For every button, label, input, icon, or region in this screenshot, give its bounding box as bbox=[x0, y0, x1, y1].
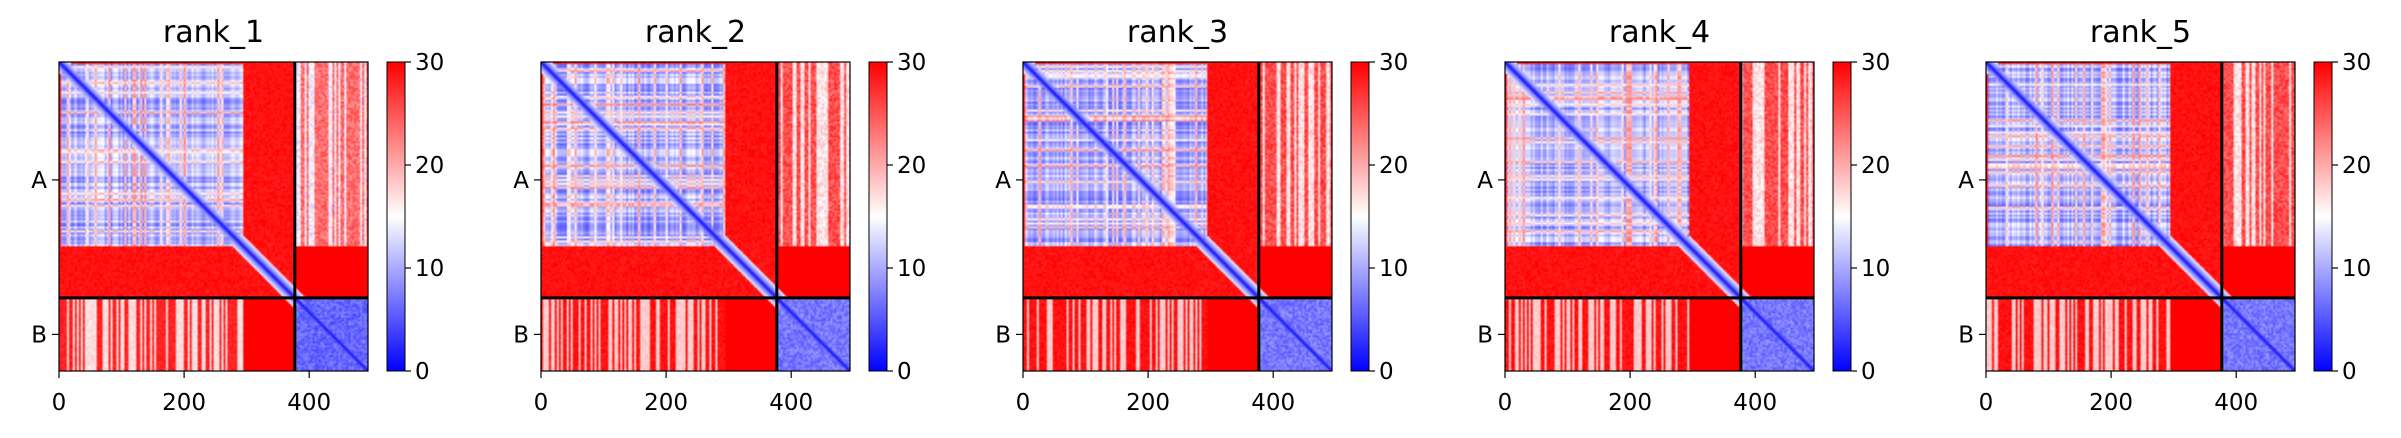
x-tick-label: 200 bbox=[162, 390, 206, 416]
y-tick-label: B bbox=[513, 322, 529, 348]
x-tick-label: 0 bbox=[1498, 390, 1513, 416]
panel-rank_3: rank_3 0 200 400 A B 0 10 20 30 bbox=[995, 15, 1408, 416]
colorbar bbox=[2313, 61, 2333, 372]
panel-title: rank_1 bbox=[163, 15, 264, 50]
colorbar-tick-label: 30 bbox=[1379, 50, 1408, 76]
colorbar-tick-label: 10 bbox=[897, 256, 926, 282]
colorbar-tick-label: 30 bbox=[897, 50, 926, 76]
x-tick-label: 0 bbox=[1016, 390, 1031, 416]
plot-frame bbox=[58, 61, 369, 372]
colorbar-tick-label: 10 bbox=[1379, 256, 1408, 282]
colorbar-tick-label: 20 bbox=[897, 153, 926, 179]
colorbar-tick-label: 0 bbox=[1861, 359, 1876, 385]
panel-rank_5: rank_5 0 200 400 A B 0 10 20 30 bbox=[1958, 15, 2371, 416]
panel-title: rank_4 bbox=[1609, 15, 1710, 50]
x-tick-label: 400 bbox=[1251, 390, 1295, 416]
colorbar-tick-label: 20 bbox=[1379, 153, 1408, 179]
y-tick-label: B bbox=[1958, 322, 1974, 348]
colorbar-tick-label: 20 bbox=[2342, 153, 2371, 179]
y-tick-label: A bbox=[513, 168, 529, 194]
pae-heatmap bbox=[1023, 62, 1332, 371]
x-tick-label: 0 bbox=[1979, 390, 1994, 416]
plot-frame bbox=[540, 61, 851, 372]
x-tick-label: 200 bbox=[1126, 390, 1170, 416]
colorbar-tick-label: 10 bbox=[1861, 256, 1890, 282]
pae-heatmap bbox=[1505, 62, 1814, 371]
x-tick-label: 400 bbox=[769, 390, 813, 416]
colorbar-tick-label: 10 bbox=[2342, 256, 2371, 282]
colorbar bbox=[1832, 61, 1852, 372]
pae-heatmap bbox=[541, 62, 850, 371]
x-tick-label: 400 bbox=[2214, 390, 2258, 416]
x-tick-label: 200 bbox=[644, 390, 688, 416]
panel-rank_2: rank_2 0 200 400 A B 0 10 20 30 bbox=[513, 15, 926, 416]
pae-heatmap bbox=[59, 62, 368, 371]
panel-title: rank_2 bbox=[645, 15, 746, 50]
panel-title: rank_3 bbox=[1127, 15, 1228, 50]
plot-frame bbox=[1022, 61, 1333, 372]
colorbar-tick-label: 0 bbox=[2342, 359, 2357, 385]
plot-frame bbox=[1504, 61, 1815, 372]
y-tick-label: A bbox=[995, 168, 1011, 194]
colorbar-tick-label: 0 bbox=[897, 359, 912, 385]
colorbar-tick-label: 20 bbox=[1861, 153, 1890, 179]
x-tick-label: 200 bbox=[1608, 390, 1652, 416]
colorbar-tick-label: 30 bbox=[2342, 50, 2371, 76]
x-tick-label: 200 bbox=[2089, 390, 2133, 416]
y-tick-label: A bbox=[1477, 168, 1493, 194]
colorbar-tick-label: 30 bbox=[415, 50, 444, 76]
y-tick-label: A bbox=[1958, 168, 1974, 194]
colorbar-tick-label: 20 bbox=[415, 153, 444, 179]
x-tick-label: 0 bbox=[534, 390, 549, 416]
panel-rank_4: rank_4 0 200 400 A B 0 10 20 30 bbox=[1477, 15, 1890, 416]
pae-heatmap bbox=[1986, 62, 2295, 371]
colorbar bbox=[1350, 61, 1370, 372]
panel-rank_1: rank_1 0 200 400 A B 0 10 20 30 bbox=[31, 15, 444, 416]
colorbar-tick-label: 10 bbox=[415, 256, 444, 282]
y-tick-label: A bbox=[31, 168, 47, 194]
plot-frame bbox=[1985, 61, 2296, 372]
y-tick-label: B bbox=[1477, 322, 1493, 348]
panel-title: rank_5 bbox=[2090, 15, 2191, 50]
colorbar bbox=[868, 61, 888, 372]
x-tick-label: 0 bbox=[52, 390, 67, 416]
x-tick-label: 400 bbox=[1733, 390, 1777, 416]
colorbar-tick-label: 30 bbox=[1861, 50, 1890, 76]
y-tick-label: B bbox=[31, 322, 47, 348]
colorbar-tick-label: 0 bbox=[415, 359, 430, 385]
x-tick-label: 400 bbox=[287, 390, 331, 416]
y-tick-label: B bbox=[995, 322, 1011, 348]
colorbar bbox=[386, 61, 406, 372]
colorbar-tick-label: 0 bbox=[1379, 359, 1394, 385]
